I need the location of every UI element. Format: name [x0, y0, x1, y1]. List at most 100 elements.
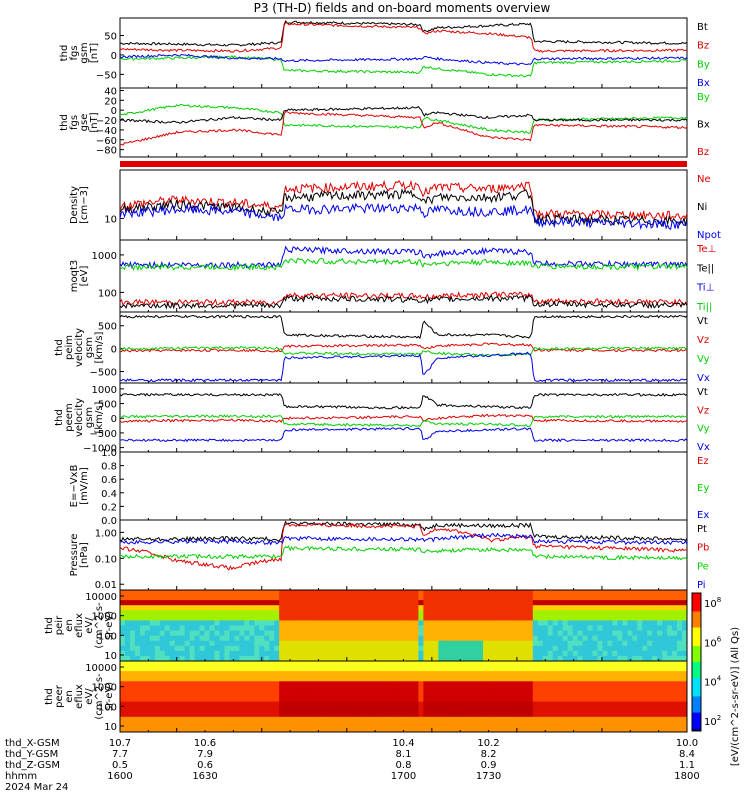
spectrogram-cell — [647, 686, 653, 692]
spectrogram-cell — [423, 615, 429, 621]
spectrogram-cell — [657, 691, 663, 697]
spectrogram-cell — [149, 681, 156, 687]
spectrogram-cell — [607, 701, 613, 708]
legend-entry: Pe — [697, 561, 709, 572]
y-tick-label: 10 — [104, 651, 117, 662]
spectrogram-cell — [622, 605, 628, 611]
spectrogram-cell — [463, 686, 469, 692]
spectrogram-cell — [418, 595, 424, 601]
spectrogram-cell — [438, 640, 444, 647]
spectrogram-cell — [418, 666, 424, 672]
spectrogram-cell — [408, 676, 414, 682]
spectrogram-cell — [448, 661, 454, 667]
spectrogram-cell — [174, 625, 181, 631]
spectrogram-cell — [627, 615, 633, 621]
spectrogram-cell — [318, 620, 325, 626]
spectrogram-cell — [244, 600, 250, 606]
spectrogram-cell — [323, 701, 330, 708]
spectrogram-cell — [637, 701, 643, 708]
spectrogram-cell — [448, 711, 454, 718]
spectrogram-cell — [309, 716, 315, 723]
spectrogram-cell — [577, 620, 583, 626]
spectrogram-cell — [358, 650, 365, 657]
spectrogram-cell — [363, 595, 370, 601]
spectrogram-cell — [264, 625, 270, 631]
spectrogram-cell — [642, 726, 648, 733]
spectrogram-cell — [134, 696, 141, 702]
spectrogram-cell — [522, 610, 529, 616]
spectrogram-cell — [264, 696, 270, 702]
spectrogram-cell — [234, 590, 240, 596]
spectrogram-cell — [522, 595, 529, 601]
spectrogram-cell — [458, 625, 464, 631]
spectrogram-cell — [488, 671, 494, 677]
spectrogram-cell — [348, 666, 355, 672]
spectrogram-cell — [552, 590, 559, 596]
spectrogram-cell — [333, 600, 340, 606]
spectrogram-cell — [522, 590, 529, 596]
spectrogram-cell — [587, 666, 593, 672]
spectrogram-cell — [154, 595, 161, 601]
spectrogram-cell — [184, 671, 191, 677]
spectrogram-cell — [527, 650, 534, 657]
spectrogram-cell — [423, 635, 429, 642]
spectrogram-cell — [284, 721, 290, 728]
spectrogram-cell — [537, 595, 544, 601]
spectrogram-cell — [607, 650, 613, 657]
spectrogram-cell — [358, 676, 365, 682]
colorbar-cell — [692, 597, 701, 601]
spectrogram-cell — [393, 650, 399, 657]
spectrogram-cell — [353, 691, 360, 697]
spectrogram-cell — [488, 620, 494, 626]
spectrogram-cell — [637, 661, 643, 667]
spectrogram-cell — [428, 721, 434, 728]
spectrogram-cell — [567, 681, 573, 687]
spectrogram-cell — [338, 661, 345, 667]
spectrogram-cell — [194, 645, 200, 652]
spectrogram-cell — [662, 661, 668, 667]
spectrogram-cell — [617, 635, 623, 642]
spectrogram-cell — [309, 640, 315, 647]
spectrogram-cell — [622, 650, 628, 657]
spectrogram-cell — [438, 605, 444, 611]
spectrogram-cell — [448, 726, 454, 733]
spectrogram-cell — [154, 661, 161, 667]
spectrogram-cell — [249, 711, 255, 718]
spectrogram-cell — [169, 635, 176, 642]
spectrogram-cell — [169, 676, 176, 682]
spectrogram-cell — [527, 716, 534, 723]
spectrogram-cell — [393, 716, 399, 723]
spectrogram-cell — [627, 661, 633, 667]
spectrogram-cell — [139, 590, 146, 596]
spectrogram-cell — [159, 691, 166, 697]
spectrogram-cell — [443, 620, 449, 626]
spectrogram-cell — [443, 595, 449, 601]
spectrogram-cell — [279, 655, 285, 662]
spectrogram-cell — [517, 671, 524, 677]
series-By — [119, 103, 688, 134]
spectrogram-cell — [682, 681, 688, 687]
spectrogram-cell — [517, 595, 524, 601]
spectrogram-cell — [333, 625, 340, 631]
spectrogram-cell — [443, 635, 449, 642]
spectrogram-cell — [647, 701, 653, 708]
spectrogram-cell — [179, 686, 186, 692]
colorbar-cell — [692, 659, 701, 663]
spectrogram-cell — [244, 645, 250, 652]
spectrogram-cell — [542, 681, 549, 687]
spectrogram-cell — [413, 640, 419, 647]
spectrogram-cell — [527, 721, 534, 728]
spectrogram-cell — [348, 625, 355, 631]
spectrogram-cell — [368, 711, 375, 718]
spectrogram-cell — [244, 650, 250, 657]
spectrogram-cell — [363, 696, 370, 702]
x-row-label: thd_Z-GSM — [5, 760, 60, 771]
series-Vz — [119, 342, 688, 353]
spectrogram-cell — [274, 666, 280, 672]
spectrogram-cell — [313, 600, 320, 606]
spectrogram-cell — [313, 706, 320, 713]
spectrogram-cell — [353, 711, 360, 718]
spectrogram-cell — [647, 590, 653, 596]
spectrogram-cell — [174, 686, 181, 692]
spectrogram-cell — [607, 686, 613, 692]
